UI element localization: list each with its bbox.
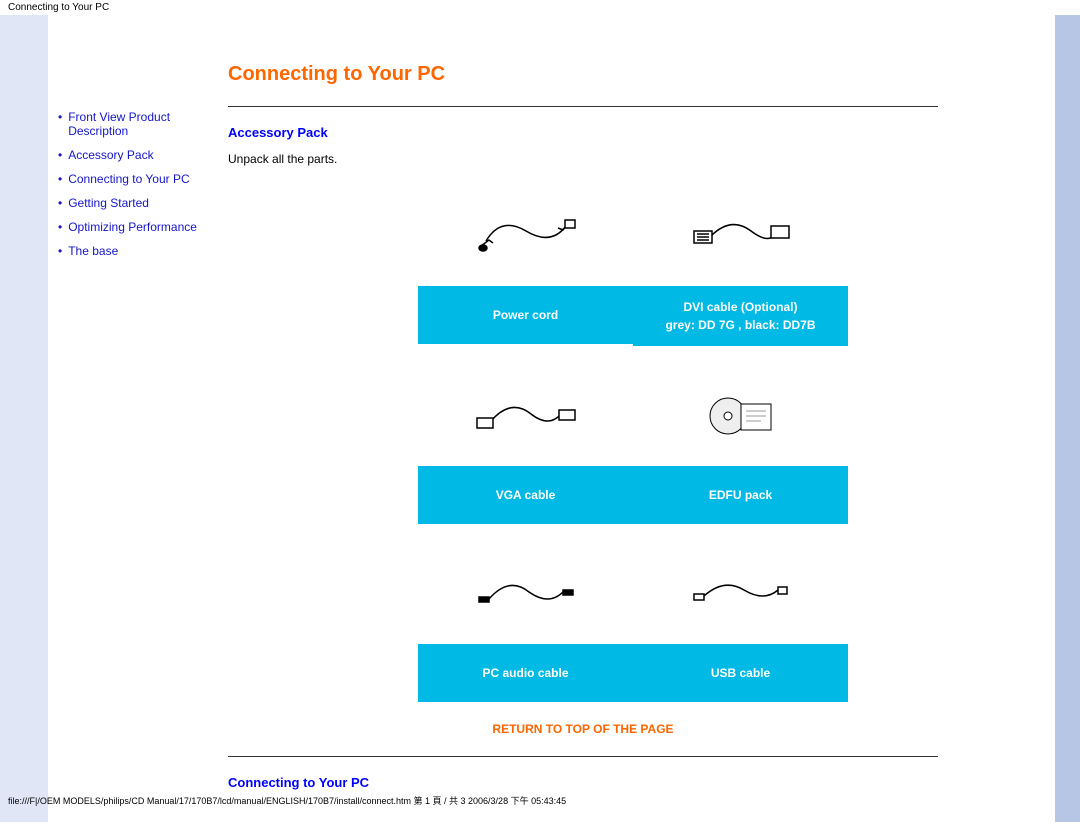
power-cord-image [418, 186, 633, 286]
sidebar-link[interactable]: Accessory Pack [68, 148, 153, 162]
accessory-cell: DVI cable (Optional) grey: DD 7G , black… [633, 186, 848, 346]
footer-file-path: file:///F|/OEM MODELS/philips/CD Manual/… [0, 790, 574, 811]
label-line1: USB cable [711, 664, 770, 682]
accessory-cell: PC audio cable [418, 544, 633, 702]
section-title-accessory: Accessory Pack [228, 125, 938, 140]
sidebar-link[interactable]: Optimizing Performance [68, 220, 197, 234]
accessory-label: DVI cable (Optional) grey: DD 7G , black… [633, 286, 848, 346]
sidebar-link[interactable]: Front View Product Description [68, 110, 218, 138]
left-decorative-bar [0, 15, 48, 822]
accessory-row-2: VGA cable EDFU pack [328, 366, 938, 524]
accessory-row-3: PC audio cable USB cable [328, 544, 938, 702]
sidebar-item-the-base[interactable]: The base [58, 244, 218, 258]
accessory-cell: VGA cable [418, 366, 633, 524]
sidebar-item-accessory-pack[interactable]: Accessory Pack [58, 148, 218, 162]
browser-title: Connecting to Your PC [0, 0, 1080, 15]
label-line1: EDFU pack [709, 486, 772, 504]
sidebar-link[interactable]: The base [68, 244, 118, 258]
sidebar-link[interactable]: Getting Started [68, 196, 149, 210]
sidebar-item-getting-started[interactable]: Getting Started [58, 196, 218, 210]
accessory-text: Unpack all the parts. [228, 152, 938, 166]
sidebar-nav: Front View Product Description Accessory… [48, 15, 228, 822]
sidebar-item-front-view[interactable]: Front View Product Description [58, 110, 218, 138]
label-line1: PC audio cable [482, 664, 568, 682]
accessory-cell: EDFU pack [633, 366, 848, 524]
return-to-top[interactable]: RETURN TO TOP OF THE PAGE [228, 722, 938, 736]
vga-cable-image [418, 366, 633, 466]
sidebar-item-connecting[interactable]: Connecting to Your PC [58, 172, 218, 186]
page-title: Connecting to Your PC [228, 63, 938, 86]
divider [228, 756, 938, 757]
right-decorative-bar [1055, 15, 1080, 822]
accessory-cell: USB cable [633, 544, 848, 702]
usb-cable-image [633, 544, 848, 644]
label-line1: VGA cable [496, 486, 556, 504]
label-line2: grey: DD 7G , black: DD7B [665, 316, 815, 334]
label-line1: DVI cable (Optional) [683, 298, 797, 316]
section-title-connecting: Connecting to Your PC [228, 775, 938, 790]
sidebar-link[interactable]: Connecting to Your PC [68, 172, 189, 186]
accessory-label: VGA cable [418, 466, 633, 524]
accessory-label: Power cord [418, 286, 633, 344]
main-content: Connecting to Your PC Accessory Pack Unp… [228, 15, 978, 822]
audio-cable-image [418, 544, 633, 644]
accessory-label: USB cable [633, 644, 848, 702]
divider [228, 106, 938, 107]
accessory-label: EDFU pack [633, 466, 848, 524]
accessory-cell: Power cord [418, 186, 633, 346]
edfu-pack-image [633, 366, 848, 466]
page-container: Front View Product Description Accessory… [0, 15, 1080, 822]
label-line1: Power cord [493, 306, 558, 324]
sidebar-item-optimizing[interactable]: Optimizing Performance [58, 220, 218, 234]
return-link[interactable]: RETURN TO TOP OF THE PAGE [492, 722, 673, 736]
accessory-label: PC audio cable [418, 644, 633, 702]
accessory-row-1: Power cord DVI cable (Optional) grey: DD… [328, 186, 938, 346]
dvi-cable-image [633, 186, 848, 286]
